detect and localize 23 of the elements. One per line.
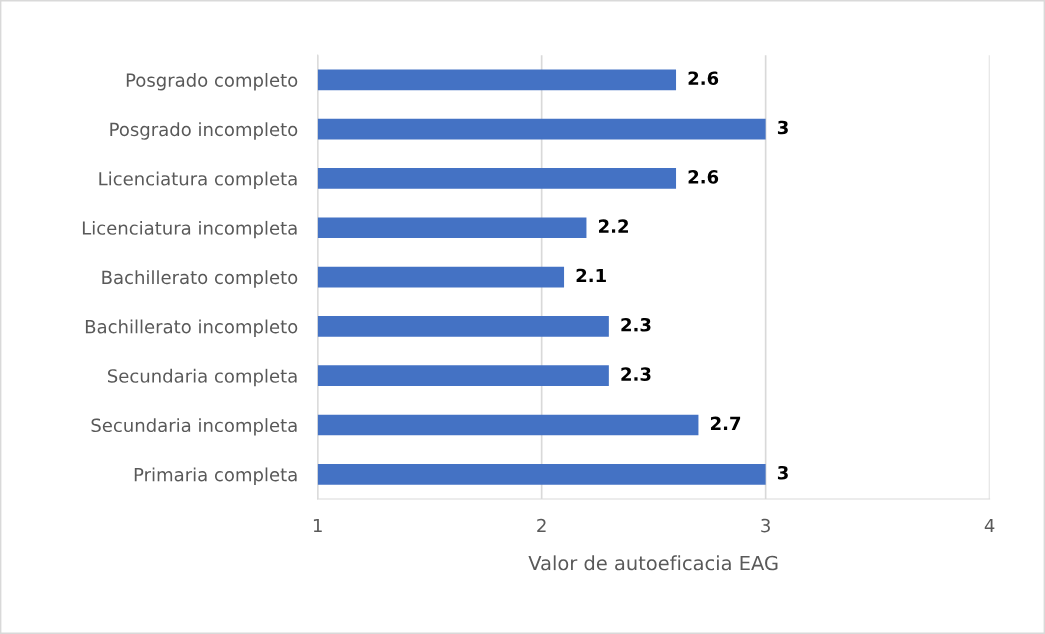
y-tick-label: Posgrado completo [126,72,298,91]
x-tick-label: 1 [313,518,322,533]
y-tick-label: Secundaria incompleta [91,418,297,436]
data-label: 2.3 [621,317,651,332]
y-tick-label: Posgrado incompleto [110,122,298,140]
y-tick-label: Secundaria completa [107,368,297,387]
data-label: 2.6 [688,170,719,184]
data-label: 2.7 [710,416,741,430]
data-label: 2.2 [598,219,628,233]
data-label: 2.3 [621,367,651,381]
x-tick-label: 3 [761,518,770,533]
x-axis-title: Valor de autoeficacia EAG [528,555,778,571]
data-label: 3 [777,465,788,480]
x-tick-label: 4 [984,518,995,533]
x-tick-label: 2 [537,518,546,533]
y-tick-label: Bachillerato completo [102,270,298,288]
y-tick-label: Primaria completa [134,467,297,485]
y-tick-label: Bachillerato incompleto [85,319,298,337]
data-label: 2.6 [688,71,719,86]
y-tick-label: Licenciatura incompleta [82,220,297,239]
data-label: 3 [777,120,788,135]
y-tick-label: Licenciatura completa [99,171,297,190]
data-label: 2.1 [576,268,606,283]
